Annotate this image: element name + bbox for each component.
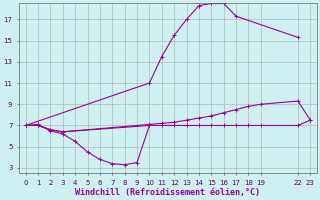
X-axis label: Windchill (Refroidissement éolien,°C): Windchill (Refroidissement éolien,°C) (76, 188, 260, 197)
